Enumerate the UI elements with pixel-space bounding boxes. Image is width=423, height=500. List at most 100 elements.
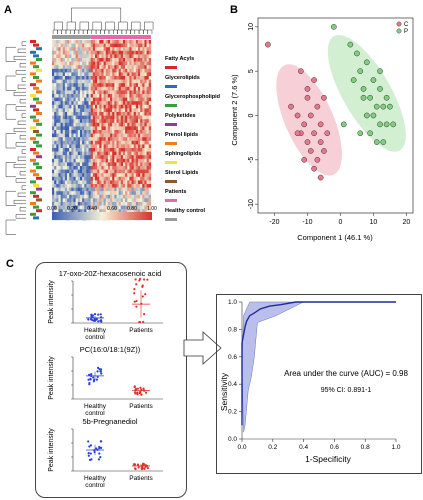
heatmap-cell (58, 173, 61, 177)
heatmap-cell (138, 65, 141, 69)
heatmap-cell (131, 198, 134, 203)
heatmap-cell (77, 115, 81, 120)
heatmap-cell (64, 108, 68, 113)
heatmap-cell (103, 180, 106, 185)
heatmap-cell (73, 133, 76, 138)
heatmap-cell (79, 194, 83, 199)
heatmap-cell (122, 54, 126, 59)
heatmap-cell (110, 90, 113, 95)
heatmap-cell (58, 108, 61, 113)
heatmap-cell (69, 101, 72, 105)
heatmap-cell (114, 144, 117, 149)
heatmap-cell (114, 162, 117, 167)
heatmap-cell (56, 180, 59, 185)
heatmap-cell (92, 72, 96, 77)
heatmap-panel: 0.00 0.20 0.40 0.60 0.80 1.00 (5, 7, 157, 235)
heatmap-cell (135, 166, 139, 170)
heatmap-cell (92, 86, 96, 91)
heatmap-cell (110, 140, 113, 145)
pca-xtick-label: -20 (269, 219, 279, 226)
heatmap-cell (60, 158, 63, 163)
heatmap-cell (122, 104, 126, 109)
heatmap-cell (79, 126, 83, 131)
heatmap-cell (120, 76, 124, 80)
heatmap-cell (90, 50, 94, 55)
dendro-branch (15, 70, 26, 75)
heatmap-legend-swatch (165, 218, 177, 221)
heatmap-cell (95, 40, 98, 44)
pca-point (370, 77, 377, 83)
heatmap-cell (62, 209, 66, 213)
heatmap-cell (64, 140, 68, 145)
heatmap-cell (142, 202, 145, 206)
heatmap-cell (120, 130, 124, 134)
heatmap-cell (75, 173, 78, 177)
heatmap-cell (140, 122, 143, 127)
heatmap-cell (105, 115, 109, 120)
heatmap-cell (127, 83, 130, 87)
heatmap-cell (54, 140, 57, 145)
heatmap-cell (99, 148, 102, 152)
heatmap-cell (86, 184, 89, 188)
heatmap-cell (133, 47, 137, 51)
heatmap-cell (64, 130, 68, 134)
heatmap-cell (62, 130, 66, 134)
pca-point (321, 94, 327, 101)
heatmap-cell (77, 180, 81, 185)
heatmap-cell (127, 180, 130, 185)
heatmap-cell (142, 86, 145, 91)
heatmap-cell (56, 184, 59, 188)
heatmap-cell (92, 209, 96, 213)
heatmap-cell (56, 148, 59, 152)
pca-point (363, 112, 370, 119)
pca-point (370, 112, 377, 119)
heatmap-cell (97, 184, 100, 188)
heatmap-cell (58, 54, 61, 59)
heatmap-cell (56, 166, 59, 170)
heatmap-cell (71, 126, 74, 131)
heatmap-legend-swatch (165, 104, 177, 107)
heatmap-cell (129, 158, 132, 163)
heatmap-cell (54, 198, 57, 203)
heatmap-cell (69, 140, 72, 145)
heatmap-cell (90, 148, 94, 152)
heatmap-cell (67, 133, 70, 138)
heatmap-cell (146, 76, 149, 80)
pca-point (347, 41, 354, 48)
heatmap-cell (144, 83, 147, 87)
heatmap-cell (142, 112, 145, 116)
heatmap-cell (60, 173, 63, 177)
heatmap-cell (118, 155, 121, 159)
heatmap-cell (103, 101, 106, 105)
heatmap-cell (88, 140, 91, 145)
heatmap-cell (77, 43, 81, 48)
heatmap-cell (110, 76, 113, 80)
heatmap-cell (118, 112, 121, 116)
heatmap-cell (95, 119, 98, 123)
heatmap-cell (133, 191, 137, 195)
row-class-marker (36, 133, 42, 137)
row-class-marker (30, 115, 36, 119)
heatmap-cell (110, 40, 113, 44)
heatmap-cell (97, 166, 100, 170)
heatmap-cell (52, 133, 55, 138)
heatmap-cell (95, 166, 98, 170)
roc-xtick-label: 1.0 (391, 444, 400, 451)
heatmap-cell (79, 191, 83, 195)
heatmap-cell (79, 90, 83, 95)
heatmap-cell (67, 50, 70, 55)
heatmap-cell (131, 180, 134, 185)
heatmap-cell (120, 184, 124, 188)
heatmap-cell (127, 130, 130, 134)
heatmap-cell (129, 50, 132, 55)
heatmap-cell (125, 198, 128, 203)
heatmap-cell (105, 65, 109, 69)
heatmap-cell (138, 191, 141, 195)
heatmap-cell (52, 184, 55, 188)
heatmap-cell (120, 209, 124, 213)
heatmap-cell (112, 50, 115, 55)
heatmap-cell (99, 173, 102, 177)
heatmap-cell (71, 72, 74, 77)
row-class-marker (36, 58, 42, 61)
row-class-marker (30, 180, 36, 184)
